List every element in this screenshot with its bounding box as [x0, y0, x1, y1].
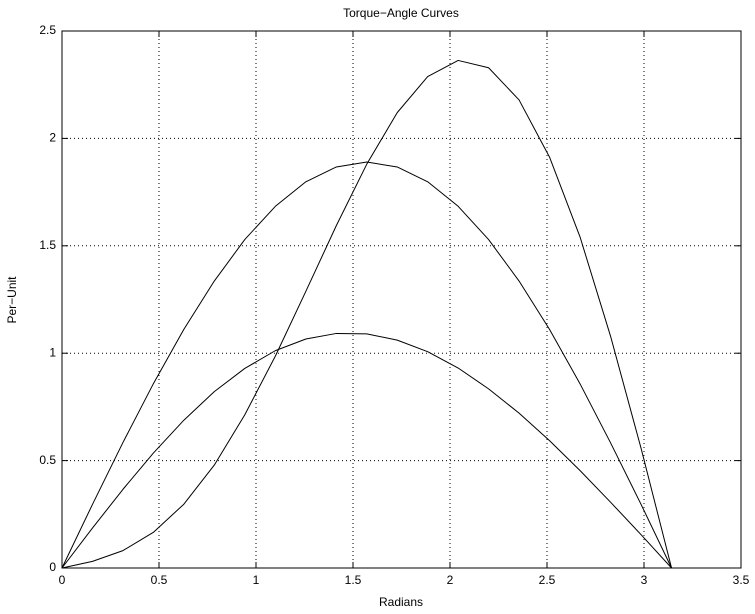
chart-title: Torque−Angle Curves — [343, 6, 459, 20]
y-tick-label: 1.5 — [39, 238, 56, 252]
x-tick-label: 1.5 — [345, 573, 362, 587]
plot-frame — [61, 30, 742, 569]
y-tick-label: 1 — [49, 345, 56, 359]
x-tick-label: 3 — [641, 573, 648, 587]
x-tick-label: 0 — [59, 573, 66, 587]
y-tick-label: 0 — [49, 560, 56, 574]
x-tick-label: 2.5 — [539, 573, 556, 587]
x-axis-label: Radians — [379, 595, 423, 609]
line-series — [61, 59, 673, 569]
x-tick-label: 0.5 — [151, 573, 168, 587]
line-series — [61, 332, 672, 569]
y-axis-label: Per−Unit — [5, 276, 19, 324]
x-tick-label: 3.5 — [733, 573, 750, 587]
x-tick-label: 1 — [253, 573, 260, 587]
y-tick-label: 0.5 — [39, 453, 56, 467]
line-series — [61, 161, 672, 569]
y-tick-label: 2.5 — [39, 23, 56, 37]
y-tick-label: 2 — [49, 131, 56, 145]
x-tick-label: 2 — [447, 573, 454, 587]
